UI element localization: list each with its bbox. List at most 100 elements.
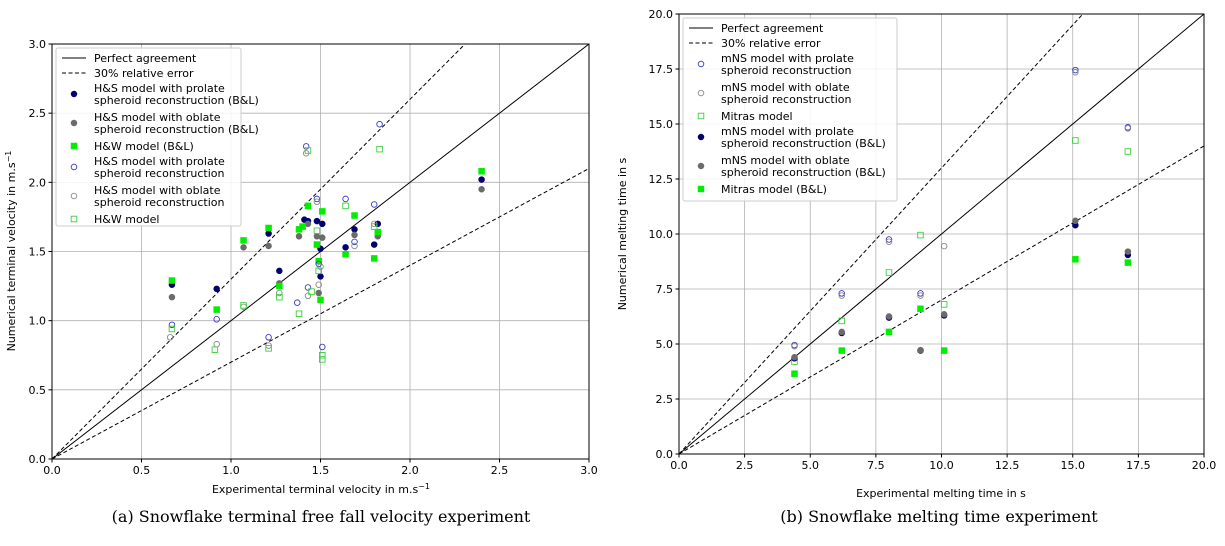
data-point — [1124, 125, 1132, 132]
legend-label: mNS model with prolate — [721, 52, 854, 65]
data-point — [917, 231, 924, 239]
data-point — [370, 241, 378, 248]
data-point — [276, 267, 283, 275]
x-axis-unit-exponent: −1 — [418, 482, 430, 491]
data-point — [1124, 248, 1132, 255]
legend-label: H&S model with oblate — [94, 111, 221, 124]
data-point — [276, 282, 283, 290]
legend-label: Perfect agreement — [721, 22, 824, 35]
x-tick-label: 2.5 — [491, 464, 509, 477]
legend-label: spheroid reconstruction — [94, 196, 224, 209]
data-point — [917, 305, 924, 313]
data-point — [276, 289, 283, 297]
data-point — [351, 231, 358, 239]
data-point — [317, 273, 324, 280]
data-point — [313, 198, 321, 205]
data-point — [885, 269, 893, 276]
data-point — [166, 334, 174, 341]
data-point — [351, 238, 358, 246]
y-tick-label: 10.0 — [649, 228, 674, 241]
data-point — [1072, 217, 1079, 225]
y-tick-label: 7.5 — [656, 283, 674, 296]
legend-marker — [70, 163, 78, 171]
data-point — [299, 223, 306, 230]
data-point — [791, 370, 798, 377]
data-point — [342, 251, 349, 258]
legend-label: spheroid reconstruction (B&L) — [721, 137, 886, 150]
data-point — [295, 233, 303, 240]
x-tick-label: 3.0 — [580, 464, 598, 477]
y-tick-label: 5.0 — [656, 338, 674, 351]
data-point — [304, 284, 312, 291]
data-point — [315, 281, 322, 288]
data-point — [240, 244, 247, 251]
legend-marker — [70, 119, 78, 127]
data-point — [1124, 259, 1132, 266]
y-tick-label: 0.5 — [29, 384, 47, 397]
data-point — [265, 242, 272, 250]
chart-terminal-velocity: 0.0 0.5 1.0 1.5 2.0 2.5 3.0 0.0 0.5 1.0 1.5 2.0 2.5 3… — [4, 38, 598, 496]
data-point — [370, 255, 378, 262]
data-point — [319, 234, 326, 241]
x-tick-label: 7.5 — [867, 459, 885, 472]
legend-box — [55, 47, 242, 227]
data-point — [838, 292, 846, 299]
data-point — [351, 212, 358, 219]
x-tick-label: 20.0 — [1192, 459, 1217, 472]
caption-b: (b) Snowflake melting time experiment — [780, 507, 1098, 526]
data-point — [838, 290, 846, 297]
data-point — [317, 263, 324, 270]
legend-label: mNS model with oblate — [721, 81, 850, 94]
data-point — [293, 299, 301, 306]
y-tick-label: 15.0 — [649, 118, 674, 131]
data-point — [478, 176, 485, 183]
data-point — [940, 347, 948, 354]
legend-label: Mitras model (B&L) — [721, 183, 827, 196]
data-point — [265, 224, 272, 232]
data-point — [313, 227, 321, 234]
perfect-agreement-line — [679, 14, 1204, 454]
data-point — [1124, 148, 1132, 155]
data-point — [319, 352, 326, 359]
data-point — [304, 147, 312, 154]
x-tick-label: 5.0 — [802, 459, 820, 472]
x-tick-label: 2.0 — [401, 464, 419, 477]
data-point — [376, 145, 383, 153]
legend-marker — [697, 133, 705, 141]
legend-label: H&S model with prolate — [94, 155, 225, 168]
data-point — [319, 356, 326, 363]
data-point — [240, 302, 247, 309]
data-point — [313, 195, 321, 203]
data-point — [342, 202, 349, 210]
data-point — [304, 292, 312, 300]
relative-error-line — [52, 44, 466, 459]
y-axis-label: Numerical terminal velocity in m.s−1 — [4, 151, 18, 352]
y-tick-label: 0.0 — [656, 448, 674, 461]
y-axis-unit-exponent: −1 — [4, 151, 13, 163]
x-tick-label: 1.5 — [312, 464, 330, 477]
data-point — [885, 238, 893, 245]
data-point — [265, 345, 272, 352]
legend-label: 30% relative error — [721, 37, 821, 50]
legend-marker — [70, 90, 78, 98]
data-point — [213, 316, 220, 323]
data-point — [478, 185, 485, 193]
data-point — [302, 143, 310, 150]
data-point — [791, 342, 798, 350]
y-tick-label: 2.5 — [656, 393, 674, 406]
data-point — [370, 201, 378, 208]
data-point — [313, 217, 321, 225]
x-tick-label: 15.0 — [1061, 459, 1086, 472]
y-tick-label: 2.0 — [29, 176, 47, 189]
data-point — [168, 325, 176, 333]
data-point — [317, 296, 324, 304]
data-point — [213, 340, 220, 348]
legend-box — [682, 17, 898, 202]
chart-melting-time: 0.0 2.5 5.0 7.5 10.0 12.5 15.0 17.5 20.0 0.0 2.5 5.… — [616, 8, 1217, 500]
legend-label: mNS model with oblate — [721, 154, 850, 167]
legend-label: spheroid reconstruction (B&L) — [721, 166, 886, 179]
legend-label: spheroid reconstruction (B&L) — [94, 94, 259, 107]
data-point — [319, 220, 326, 228]
data-points — [791, 66, 1132, 377]
legend-label: spheroid reconstruction (B&L) — [94, 123, 259, 136]
